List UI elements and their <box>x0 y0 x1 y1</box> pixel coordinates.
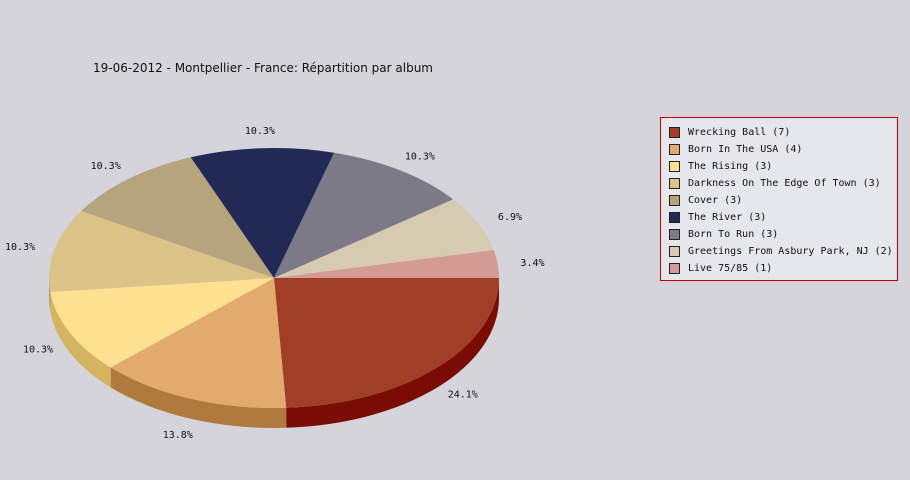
legend-item-8: Live 75/85 (1) <box>669 260 897 277</box>
pie-slice-side-2 <box>50 292 111 388</box>
legend-swatch-4 <box>669 195 680 206</box>
slice-percent-label-8: 3.4% <box>520 258 544 269</box>
slice-percent-label-5: 10.3% <box>245 126 275 137</box>
pie-labels: 24.1% 13.8% 10.3% 10.3% 10.3% 10.3% 10.3% 6.9% 3… <box>5 126 545 441</box>
legend-swatch-8 <box>669 263 680 274</box>
pie-slice-1 <box>110 278 287 409</box>
legend-swatch-2 <box>669 161 680 172</box>
pie-slice-side-3 <box>49 278 51 313</box>
legend-item-5: The River (3) <box>669 209 897 226</box>
pie-slice-6 <box>274 152 454 278</box>
pie-slice-4 <box>81 157 275 278</box>
pie-slice-0 <box>274 278 499 408</box>
slice-percent-label-1: 13.8% <box>163 430 193 441</box>
legend-item-7: Greetings From Asbury Park, NJ (2) <box>669 243 897 260</box>
legend-swatch-6 <box>669 229 680 240</box>
legend-label-7: Greetings From Asbury Park, NJ (2) <box>688 246 893 257</box>
legend: Wrecking Ball (7) Born In The USA (4) The … <box>660 117 898 281</box>
legend-swatch-1 <box>669 144 680 155</box>
legend-swatch-7 <box>669 246 680 257</box>
pie-tops <box>49 148 499 409</box>
legend-item-3: Darkness On The Edge Of Town (3) <box>669 175 897 192</box>
slice-percent-label-4: 10.3% <box>91 161 121 172</box>
slice-percent-label-0: 24.1% <box>448 390 478 401</box>
legend-item-4: Cover (3) <box>669 192 897 209</box>
pie-slice-2 <box>50 278 274 368</box>
legend-label-3: Darkness On The Edge Of Town (3) <box>688 178 881 189</box>
slice-percent-label-3: 10.3% <box>5 242 35 253</box>
pie-slice-5 <box>190 148 335 278</box>
pie-slice-3 <box>49 210 274 293</box>
pie-slice-7 <box>274 199 494 278</box>
legend-label-8: Live 75/85 (1) <box>688 263 773 274</box>
legend-label-1: Born In The USA (4) <box>688 144 803 155</box>
chart-title: 19-06-2012 - Montpellier - France: Répar… <box>93 61 433 75</box>
slice-percent-label-7: 6.9% <box>498 212 522 223</box>
pie-sides <box>49 278 499 429</box>
pie-slice-side-0 <box>286 278 499 428</box>
slice-percent-label-2: 10.3% <box>23 345 53 356</box>
slice-percent-label-6: 10.3% <box>405 152 435 163</box>
legend-swatch-3 <box>669 178 680 189</box>
legend-item-6: Born To Run (3) <box>669 226 897 243</box>
legend-label-0: Wrecking Ball (7) <box>688 127 791 138</box>
legend-item-0: Wrecking Ball (7) <box>669 124 897 141</box>
legend-item-2: The Rising (3) <box>669 158 897 175</box>
legend-swatch-5 <box>669 212 680 223</box>
pie-slice-side-1 <box>110 367 287 429</box>
legend-item-1: Born In The USA (4) <box>669 141 897 158</box>
legend-label-6: Born To Run (3) <box>688 229 779 240</box>
legend-label-5: The River (3) <box>688 212 767 223</box>
legend-label-4: Cover (3) <box>688 195 743 206</box>
legend-label-2: The Rising (3) <box>688 161 773 172</box>
legend-swatch-0 <box>669 127 680 138</box>
pie-slice-8 <box>274 250 499 278</box>
